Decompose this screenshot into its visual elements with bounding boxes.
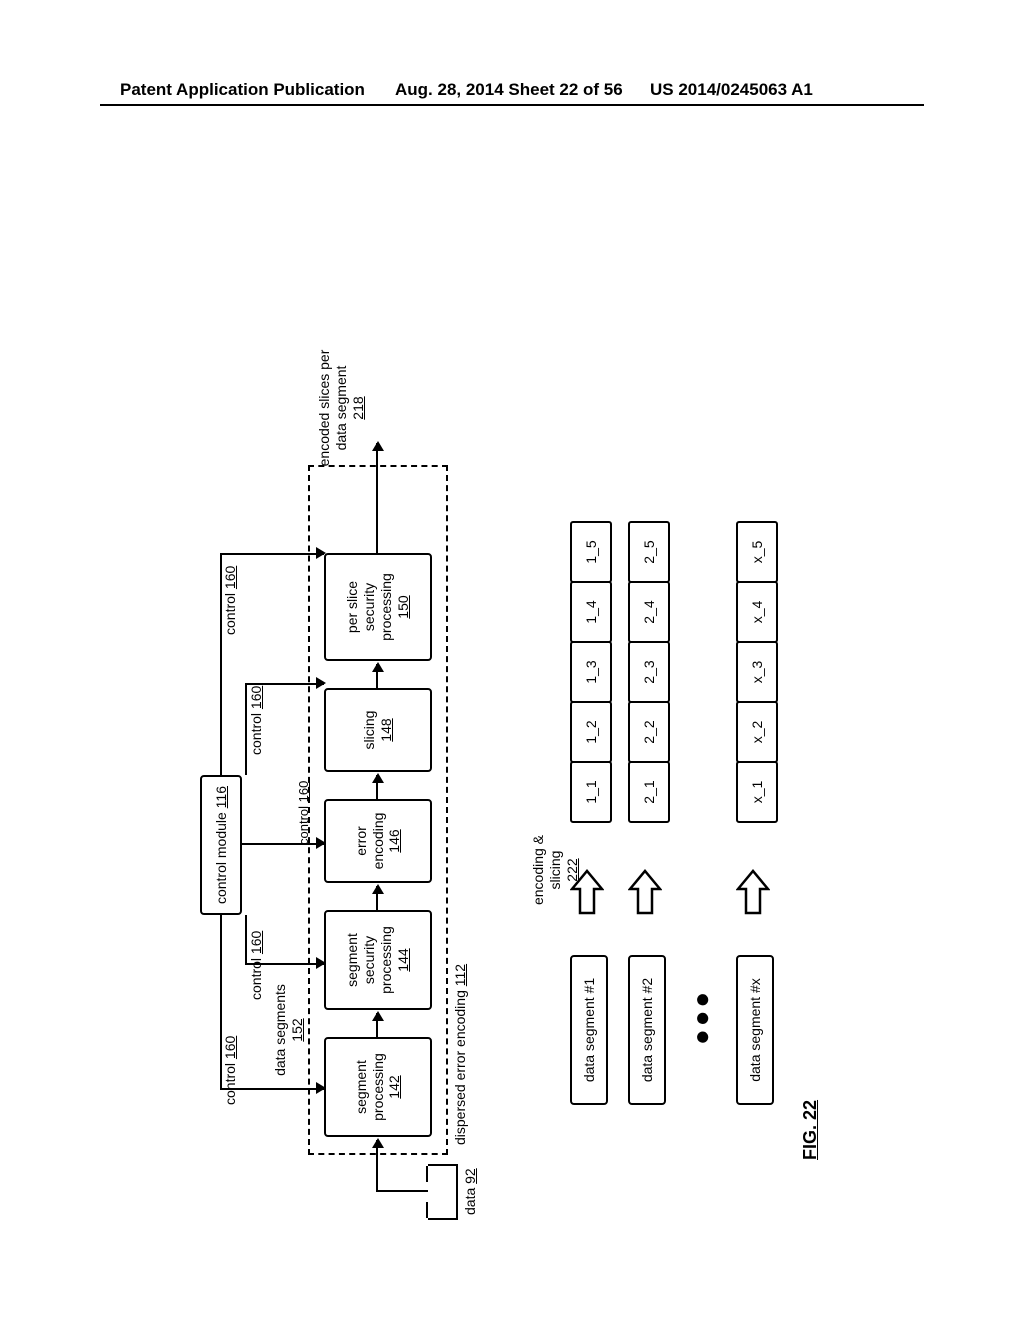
wire <box>220 555 222 775</box>
slice-cell: 1_2 <box>570 701 612 763</box>
data-input <box>428 1164 458 1220</box>
figure-label: FIG. 22 <box>800 1100 821 1160</box>
wire <box>245 685 247 775</box>
header-center: Aug. 28, 2014 Sheet 22 of 56 <box>395 80 623 100</box>
slice-row-2: 2_1 2_2 2_3 2_4 2_5 <box>628 521 670 823</box>
control-module-box: control module 116 <box>200 775 242 915</box>
arrow <box>376 443 378 553</box>
control-label-4: control 160 <box>248 686 265 755</box>
arrow <box>376 1140 378 1192</box>
slice-cell: 1_1 <box>570 761 612 823</box>
data-segment-1: data segment #1 <box>570 955 608 1105</box>
output-label: encoded slices per data segment 218 <box>316 343 366 473</box>
data-input-label: data 92 <box>462 1168 479 1215</box>
control-label-5: control 160 <box>222 566 239 635</box>
arrow <box>376 664 378 688</box>
control-label-2: control 160 <box>248 931 265 1000</box>
wire <box>245 915 247 965</box>
dispersed-error-encoding-label: dispersed error encoding 112 <box>452 964 469 1145</box>
slice-cell: x_4 <box>736 581 778 643</box>
slice-cell: x_1 <box>736 761 778 823</box>
figure-22: control module 116 control 160 control 1… <box>200 175 820 1215</box>
control-module-label: control module 116 <box>213 786 230 904</box>
slice-row-1: 1_1 1_2 1_3 1_4 1_5 <box>570 521 612 823</box>
header-rule <box>100 104 924 106</box>
data-segments-label: data segments 152 <box>272 975 306 1085</box>
control-label-1: control 160 <box>222 1036 239 1105</box>
right-arrow-icon <box>736 869 770 915</box>
page: Patent Application Publication Aug. 28, … <box>0 0 1024 1320</box>
slice-cell: 2_1 <box>628 761 670 823</box>
slice-cell: 2_3 <box>628 641 670 703</box>
wire <box>376 1190 428 1192</box>
slice-cell: 2_4 <box>628 581 670 643</box>
wire <box>220 915 222 1090</box>
arrow <box>376 775 378 799</box>
error-encoding-label: error encoding 146 <box>353 805 403 877</box>
slicing-label: slicing 148 <box>361 711 395 750</box>
slice-row-x: x_1 x_2 x_3 x_4 x_5 <box>736 521 778 823</box>
slice-cell: 1_3 <box>570 641 612 703</box>
error-encoding-box: error encoding 146 <box>324 799 432 883</box>
slice-cell: 2_2 <box>628 701 670 763</box>
wire <box>245 683 271 685</box>
header-left: Patent Application Publication <box>120 80 365 100</box>
per-slice-security-box: per slice security processing 150 <box>324 553 432 661</box>
wire <box>245 963 271 965</box>
ellipsis-dots: ●●● <box>686 989 717 1045</box>
per-slice-security-label: per slice security processing 150 <box>344 559 411 655</box>
slice-cell: 1_5 <box>570 521 612 583</box>
segment-processing-label: segment processing 142 <box>353 1043 403 1131</box>
arrow <box>376 886 378 910</box>
right-arrow-icon <box>628 869 662 915</box>
slice-cell: x_5 <box>736 521 778 583</box>
data-segment-x: data segment #x <box>736 955 774 1105</box>
segment-processing-box: segment processing 142 <box>324 1037 432 1137</box>
slice-cell: 2_5 <box>628 521 670 583</box>
arrow <box>376 1013 378 1037</box>
segment-security-label: segment security processing 144 <box>344 916 411 1004</box>
slice-cell: x_2 <box>736 701 778 763</box>
slicing-box: slicing 148 <box>324 688 432 772</box>
right-arrow-icon <box>570 869 604 915</box>
data-segment-2: data segment #2 <box>628 955 666 1105</box>
slice-cell: x_3 <box>736 641 778 703</box>
slice-cell: 1_4 <box>570 581 612 643</box>
segment-security-box: segment security processing 144 <box>324 910 432 1010</box>
header-right: US 2014/0245063 A1 <box>650 80 813 100</box>
